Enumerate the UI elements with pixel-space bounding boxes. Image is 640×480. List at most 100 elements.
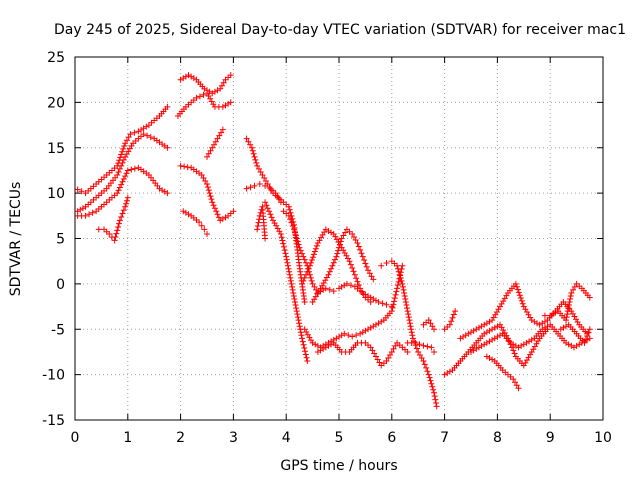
data-point	[123, 170, 130, 177]
y-tick-label: 0	[56, 277, 65, 293]
data-point	[441, 371, 448, 378]
data-point	[292, 232, 299, 239]
data-point	[292, 299, 298, 306]
data-point	[305, 265, 312, 272]
data-point	[411, 338, 418, 345]
data-point	[295, 317, 302, 324]
data-point	[143, 123, 150, 130]
data-point	[112, 233, 119, 240]
data-point	[501, 295, 508, 302]
series-trace-26	[541, 280, 593, 324]
data-point	[326, 268, 333, 275]
data-point	[320, 286, 327, 293]
data-point	[308, 257, 315, 264]
data-marks	[74, 72, 593, 410]
data-point	[288, 280, 295, 287]
data-point	[392, 291, 399, 298]
data-point	[567, 296, 574, 302]
data-point	[500, 298, 507, 305]
data-point	[316, 237, 323, 244]
data-point	[343, 252, 350, 259]
data-point	[74, 186, 81, 193]
data-point	[322, 226, 329, 233]
data-point	[286, 206, 293, 213]
data-point	[299, 335, 306, 342]
data-point	[423, 364, 430, 371]
data-point	[498, 300, 505, 307]
data-point	[449, 314, 456, 321]
data-point	[144, 132, 151, 139]
data-point	[198, 171, 205, 178]
series-trace-18	[314, 339, 411, 369]
data-point	[383, 260, 390, 267]
data-point	[205, 187, 212, 194]
data-point	[564, 308, 571, 315]
data-point	[196, 93, 203, 100]
data-point	[123, 197, 130, 204]
data-point	[209, 144, 216, 151]
data-point	[326, 286, 333, 293]
data-point	[161, 188, 168, 195]
data-point	[425, 317, 432, 324]
data-point	[431, 389, 438, 396]
data-point	[308, 277, 315, 284]
data-point	[219, 103, 226, 110]
data-point	[123, 200, 130, 207]
data-point	[573, 316, 580, 323]
data-point	[301, 299, 308, 306]
data-point	[106, 230, 113, 237]
data-point	[393, 288, 400, 295]
data-point	[257, 168, 264, 175]
y-tick-label: 25	[47, 50, 65, 66]
data-point	[402, 296, 409, 302]
data-point	[571, 313, 578, 320]
data-point	[287, 277, 294, 284]
x-tick-label: 9	[546, 430, 555, 446]
data-point	[367, 324, 374, 331]
data-point	[518, 342, 525, 349]
data-point	[432, 396, 439, 403]
data-point	[298, 332, 305, 339]
data-point	[119, 178, 126, 185]
data-point	[523, 339, 530, 346]
data-point	[564, 311, 571, 318]
data-point	[426, 374, 433, 381]
data-point	[180, 75, 187, 82]
data-point	[424, 368, 431, 375]
data-point	[571, 283, 578, 290]
data-point	[312, 341, 319, 348]
data-point	[207, 147, 214, 154]
data-point	[309, 299, 316, 306]
data-point	[248, 144, 255, 151]
data-point	[300, 277, 307, 284]
data-point	[319, 282, 326, 289]
data-point	[124, 167, 131, 174]
data-point	[306, 334, 313, 341]
data-point	[311, 248, 318, 255]
data-point	[115, 187, 122, 194]
data-point	[569, 310, 576, 317]
data-point	[475, 324, 482, 331]
data-point	[409, 332, 416, 339]
data-point	[395, 278, 402, 285]
data-point	[450, 311, 457, 318]
data-point	[208, 98, 215, 105]
data-point	[302, 351, 309, 358]
data-point	[177, 162, 184, 169]
data-point	[122, 203, 129, 210]
data-point	[370, 323, 377, 330]
data-point	[497, 303, 504, 310]
data-point	[363, 263, 370, 270]
data-point	[120, 145, 127, 152]
data-point	[116, 165, 123, 172]
data-point	[308, 337, 315, 344]
series-trace-3	[74, 164, 171, 219]
data-point	[303, 328, 310, 335]
data-point	[82, 212, 89, 219]
data-point	[460, 333, 467, 340]
x-tick-label: 3	[229, 430, 238, 446]
data-point	[360, 291, 367, 298]
data-point	[89, 209, 96, 216]
data-point	[429, 383, 436, 390]
data-point	[489, 336, 496, 343]
